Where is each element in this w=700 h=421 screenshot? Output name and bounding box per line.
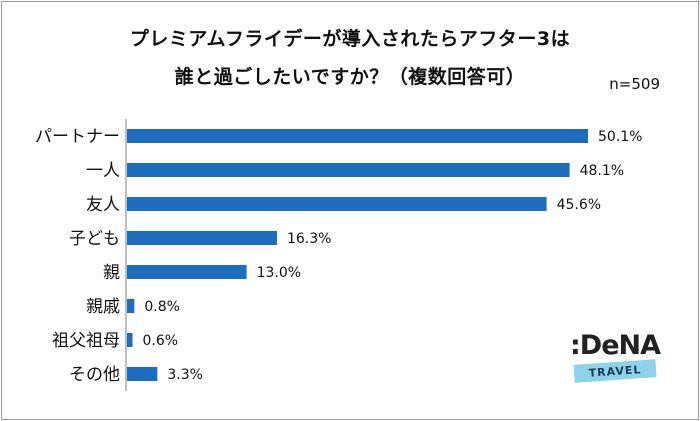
value-label: 13.0%: [257, 265, 301, 281]
bar: [127, 129, 588, 143]
bar: [127, 367, 158, 381]
logo-subtitle: TRAVEL: [588, 362, 642, 380]
value-label: 0.8%: [144, 299, 180, 315]
category-label: 親戚: [86, 297, 120, 317]
chart-title-line1: プレミアムフライデーが導入されたらアフター3は: [129, 28, 571, 50]
sample-size-note: n=509: [609, 75, 660, 93]
category-label: 親: [103, 263, 120, 283]
value-label: 0.6%: [143, 333, 179, 349]
bar: [127, 163, 570, 177]
category-label: 祖父祖母: [52, 331, 120, 351]
value-label: 45.6%: [557, 197, 601, 213]
bar: [127, 197, 547, 211]
bar: [127, 333, 133, 347]
value-label: 48.1%: [580, 163, 624, 179]
category-label: 子ども: [69, 229, 120, 249]
category-label: 一人: [86, 161, 120, 181]
category-label: その他: [69, 365, 120, 385]
value-label: 16.3%: [287, 231, 331, 247]
logo-wordmark: :DeNA: [570, 330, 661, 361]
value-label: 3.3%: [167, 367, 203, 383]
logo-ribbon: TRAVEL: [573, 359, 657, 383]
value-label: 50.1%: [598, 129, 642, 145]
dena-travel-logo: :DeNA TRAVEL: [570, 330, 670, 390]
category-label: パートナー: [35, 127, 120, 147]
bar: [127, 231, 277, 245]
category-label: 友人: [86, 195, 120, 215]
chart-title-line2: 誰と過ごしたいですか？（複数回答可）: [174, 66, 526, 88]
bar: [127, 265, 247, 279]
bar: [127, 299, 135, 313]
